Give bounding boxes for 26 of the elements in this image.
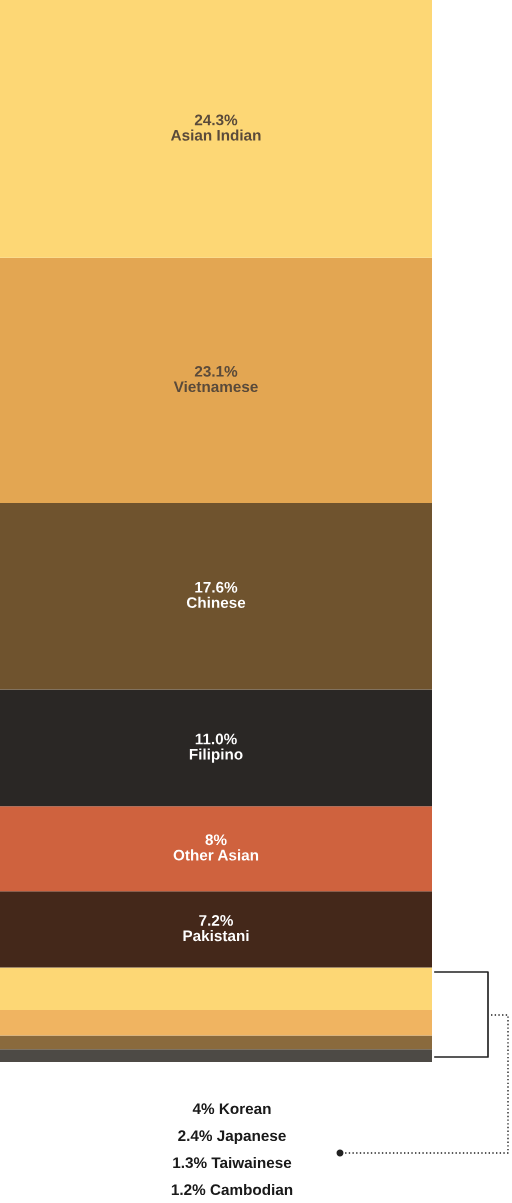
bar: [0, 1049, 432, 1062]
bar: [0, 1010, 432, 1036]
series-label: Other Asian: [173, 849, 259, 861]
data-label: 7.2%: [199, 914, 234, 926]
text: 2.4% Japanese: [178, 1130, 286, 1145]
data-label: 8%: [205, 834, 227, 846]
bar: [0, 967, 432, 1011]
text: 1.2% Cambodian: [171, 1183, 293, 1196]
series-label: Chinese: [186, 596, 246, 609]
text: 4% Korean: [192, 1103, 271, 1115]
data-label: 17.6%: [195, 581, 238, 593]
series-label: Filipino: [189, 748, 243, 763]
data-label: 11.0%: [195, 733, 237, 745]
bar: [0, 1035, 432, 1050]
bar: [0, 0, 432, 258]
bar: [0, 502, 432, 690]
bar: [0, 891, 432, 968]
series-label: Vietnamese: [173, 380, 258, 393]
data-label: 23.1%: [194, 365, 238, 377]
bar: [0, 689, 432, 807]
bar: [0, 257, 432, 503]
text: 1.3% Taiwainese: [173, 1156, 292, 1169]
series-label: Pakistani: [183, 929, 249, 942]
bar: [0, 806, 432, 892]
series-label: Asian Indian: [170, 129, 261, 141]
data-label: 24.3%: [194, 114, 238, 126]
